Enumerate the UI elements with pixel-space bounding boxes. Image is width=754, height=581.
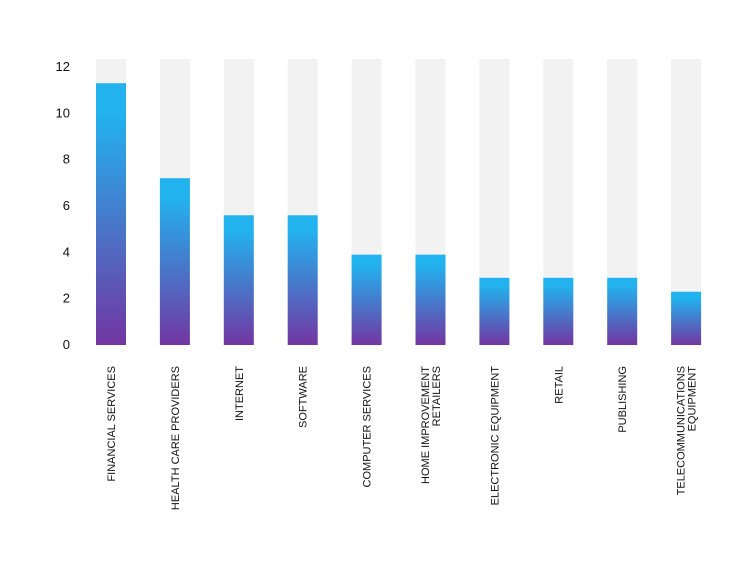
x-category-label: RETAIL	[553, 366, 565, 404]
x-category-label-line: EQUIPMENT	[687, 366, 699, 432]
y-tick-label: 0	[63, 337, 70, 352]
y-tick-label: 6	[63, 198, 70, 213]
bar	[223, 215, 254, 345]
x-category-label-line: SOFTWARE	[298, 366, 310, 428]
x-category-label-line: HOME IMPROVEMENT	[420, 366, 432, 484]
x-category-label-line: PUBLISHING	[617, 366, 629, 433]
x-category-label: INTERNET	[234, 366, 246, 421]
y-tick-label: 4	[63, 244, 70, 259]
bar	[607, 277, 638, 345]
x-category-label: HOME IMPROVEMENT RETAILERS	[420, 366, 443, 484]
x-category-label: COMPUTER SERVICES	[362, 366, 374, 487]
x-category-label-line: RETAILERS	[431, 366, 443, 426]
x-category-label: ELECTRONIC EQUIPMENT	[489, 366, 501, 506]
x-category-label: PUBLISHING	[617, 366, 629, 433]
x-category-label: SOFTWARE	[298, 366, 310, 428]
x-category-label-line: COMPUTER SERVICES	[362, 366, 374, 487]
y-tick-label: 10	[56, 105, 70, 120]
y-tick-label: 12	[56, 59, 70, 74]
x-category-label: FINANCIAL SERVICES	[106, 366, 118, 482]
bar	[415, 254, 446, 345]
bar	[159, 178, 190, 345]
x-category-label-line: INTERNET	[234, 366, 246, 421]
bar	[671, 291, 702, 345]
x-axis-category-labels: FINANCIAL SERVICES HEALTH CARE PROVIDERS I…	[106, 366, 699, 510]
x-category-label-line: TELECOMMUNICATIONS	[676, 366, 688, 495]
bar	[543, 277, 574, 345]
x-category-label-line: RETAIL	[553, 366, 565, 404]
bar	[479, 277, 510, 345]
x-category-label: HEALTH CARE PROVIDERS	[170, 366, 182, 510]
bar	[287, 215, 318, 345]
y-axis-tick-labels: 0 2 4 6 8 10 12	[56, 59, 70, 352]
y-tick-label: 8	[63, 152, 70, 167]
x-category-label-line: HEALTH CARE PROVIDERS	[170, 366, 182, 510]
bar	[96, 83, 126, 345]
data-bars	[96, 83, 702, 345]
x-category-label: TELECOMMUNICATIONS EQUIPMENT	[676, 366, 699, 496]
bar	[351, 254, 382, 345]
y-tick-label: 2	[63, 291, 70, 306]
x-category-label-line: FINANCIAL SERVICES	[106, 366, 118, 482]
x-category-label-line: ELECTRONIC EQUIPMENT	[489, 366, 501, 506]
